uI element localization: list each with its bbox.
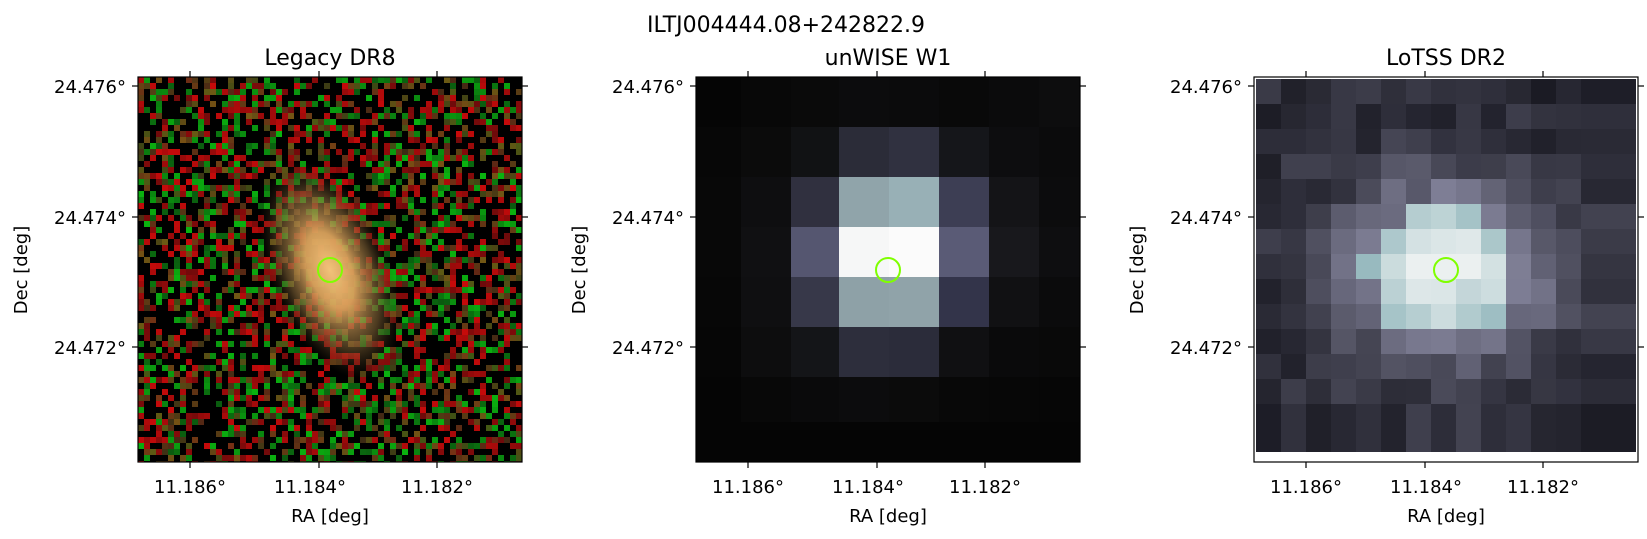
axes-frame: [137, 76, 523, 463]
panel-unwise-w1: unWISE W1: [569, 46, 1086, 527]
source-marker-circle: [875, 257, 901, 283]
x-tick-label: 11.182°: [1507, 477, 1579, 498]
panel-legacy-dr8: Legacy DR8 11.186° 11.184° 11.182° 24.47…: [11, 46, 528, 527]
axes-frame: [1253, 76, 1639, 463]
figure-title: ILTJ004444.08+242822.9: [647, 13, 925, 38]
source-marker-circle: [317, 257, 343, 283]
y-tick-label: 24.476°: [1170, 77, 1242, 98]
x-tick-label: 11.182°: [949, 477, 1021, 498]
panel-title: unWISE W1: [825, 46, 952, 71]
y-axis-label: Dec [deg]: [11, 226, 32, 315]
x-axis-label: RA [deg]: [291, 506, 369, 527]
source-marker-circle: [1433, 257, 1459, 283]
y-tick-label: 24.472°: [1170, 338, 1242, 359]
axes-frame: [695, 76, 1081, 463]
y-tick-label: 24.474°: [612, 208, 684, 229]
y-tick-label: 24.472°: [612, 338, 684, 359]
x-tick-label: 11.186°: [154, 477, 226, 498]
unwise-pixels: [696, 77, 1080, 462]
tick-marks: [132, 71, 528, 468]
x-axis-label: RA [deg]: [1407, 506, 1485, 527]
panel-title: LoTSS DR2: [1386, 46, 1506, 71]
x-tick-label: 11.182°: [401, 477, 473, 498]
panel-title: Legacy DR8: [264, 46, 395, 71]
y-axis-label: Dec [deg]: [1127, 226, 1148, 315]
tick-marks: [690, 71, 1086, 468]
y-tick-label: 24.472°: [54, 338, 126, 359]
x-tick-label: 11.184°: [1390, 477, 1462, 498]
x-tick-label: 11.186°: [712, 477, 784, 498]
galaxy-glow: [259, 161, 401, 379]
lotss-pixels: [1256, 79, 1636, 452]
x-tick-label: 11.184°: [832, 477, 904, 498]
tick-marks: [1248, 71, 1644, 468]
x-tick-label: 11.184°: [274, 477, 346, 498]
y-tick-label: 24.476°: [54, 77, 126, 98]
panel-lotss-dr2: LoTSS DR2 11.186° 11.184° 11.182° 24.476…: [1127, 46, 1644, 527]
y-axis-label: Dec [deg]: [569, 226, 590, 315]
y-tick-label: 24.474°: [1170, 208, 1242, 229]
x-axis-label: RA [deg]: [849, 506, 927, 527]
x-tick-label: 11.186°: [1270, 477, 1342, 498]
y-tick-label: 24.474°: [54, 208, 126, 229]
y-tick-label: 24.476°: [612, 77, 684, 98]
